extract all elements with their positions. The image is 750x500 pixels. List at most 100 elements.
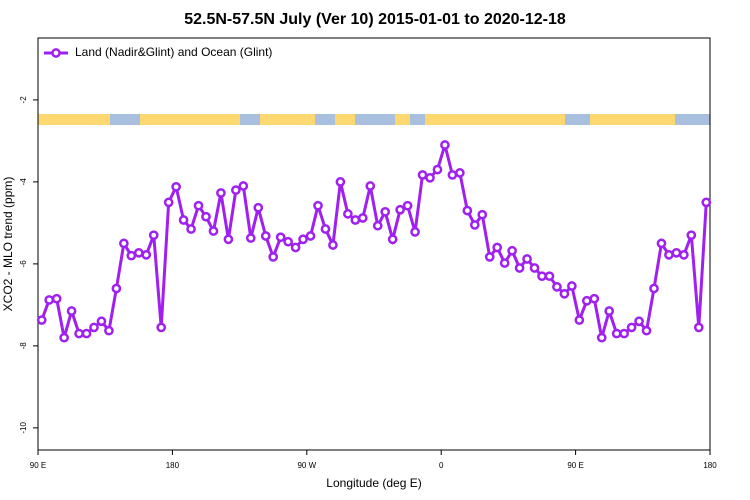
y-tick-label: -10: [19, 422, 28, 434]
data-point: [133, 247, 144, 258]
x-tick-label: 0: [439, 461, 444, 470]
data-point: [581, 295, 592, 306]
data-point: [201, 211, 211, 222]
data-point: [469, 220, 480, 230]
data-point: [320, 224, 331, 234]
data-point: [417, 170, 428, 180]
data-point: [335, 177, 346, 187]
data-point: [148, 230, 159, 241]
data-point: [66, 306, 77, 316]
data-point: [596, 332, 607, 343]
data-point: [693, 322, 704, 333]
data-point: [656, 238, 667, 249]
data-point: [350, 215, 361, 225]
land-ocean-strip: [38, 114, 710, 125]
data-point: [365, 181, 376, 191]
x-tick-label: 180: [166, 461, 180, 470]
data-point: [245, 233, 256, 243]
data-point: [231, 185, 241, 195]
data-point: [216, 188, 226, 198]
data-point: [514, 263, 525, 273]
data-point: [522, 254, 532, 264]
data-point: [156, 322, 167, 333]
data-point: [641, 325, 652, 336]
data-point: [36, 315, 47, 325]
data-point: [574, 315, 585, 325]
data-point: [589, 293, 600, 304]
x-tick-label: 90 E: [567, 461, 583, 470]
data-point: [260, 231, 271, 241]
data-point: [604, 306, 615, 316]
data-point: [51, 293, 62, 304]
data-point: [126, 250, 137, 261]
x-tick-label: 90 E: [30, 461, 46, 470]
data-point: [290, 242, 301, 253]
data-point: [313, 200, 323, 211]
data-point: [664, 250, 674, 260]
data-point: [395, 204, 405, 215]
data-point: [89, 322, 99, 333]
data-point: [626, 322, 637, 333]
data-point: [679, 250, 689, 260]
data-point: [484, 252, 495, 262]
data-point: [462, 205, 473, 216]
data-point: [193, 200, 204, 211]
data-point: [208, 226, 219, 236]
data-point: [81, 328, 92, 339]
data-point: [178, 215, 189, 225]
data-point: [649, 283, 659, 294]
chart-title: 52.5N-57.5N July (Ver 10) 2015-01-01 to …: [184, 11, 566, 28]
data-point: [163, 197, 174, 208]
data-point: [111, 283, 122, 294]
data-point: [410, 227, 420, 237]
data-point: [477, 209, 488, 220]
legend-marker: [51, 48, 61, 58]
x-tick-label: 90 W: [297, 461, 316, 470]
data-point: [611, 328, 622, 339]
data-point: [275, 232, 286, 243]
data-point: [59, 332, 69, 343]
data-point: [402, 200, 413, 211]
data-point: [253, 202, 264, 213]
data-point: [104, 325, 114, 336]
data-point: [74, 328, 84, 339]
data-point: [686, 230, 697, 241]
data-point: [507, 245, 517, 256]
data-point: [44, 295, 55, 305]
data-point: [440, 140, 450, 150]
data-point: [387, 234, 398, 245]
data-point: [283, 236, 293, 247]
data-point: [619, 328, 629, 339]
data-point: [671, 247, 682, 258]
data-point: [96, 316, 107, 327]
data-point: [328, 240, 338, 250]
data-point: [223, 234, 234, 245]
y-tick-label: -2: [19, 96, 28, 104]
x-tick-label: 180: [703, 461, 717, 470]
data-point: [492, 242, 503, 253]
data-point: [544, 271, 555, 282]
data-point: [119, 238, 129, 249]
data-point: [634, 316, 644, 327]
legend-label: Land (Nadir&Glint) and Ocean (Glint): [75, 45, 272, 59]
data-point: [380, 206, 391, 217]
data-point: [432, 164, 443, 175]
data-point: [701, 197, 712, 208]
data-point: [171, 181, 181, 192]
y-axis-label: XCO2 - MLO trend (ppm): [1, 177, 15, 312]
data-point: [268, 252, 279, 262]
data-point: [499, 258, 510, 268]
x-axis-label: Longitude (deg E): [326, 476, 421, 490]
data-point: [305, 231, 316, 241]
y-tick-label: -8: [19, 342, 28, 350]
data-point: [372, 220, 383, 231]
data-point: [343, 209, 353, 219]
data-point: [298, 234, 308, 245]
data-point: [357, 213, 368, 223]
data-point: [141, 250, 152, 260]
data-point: [186, 224, 196, 234]
data-point: [238, 181, 249, 191]
data-point: [537, 271, 547, 282]
